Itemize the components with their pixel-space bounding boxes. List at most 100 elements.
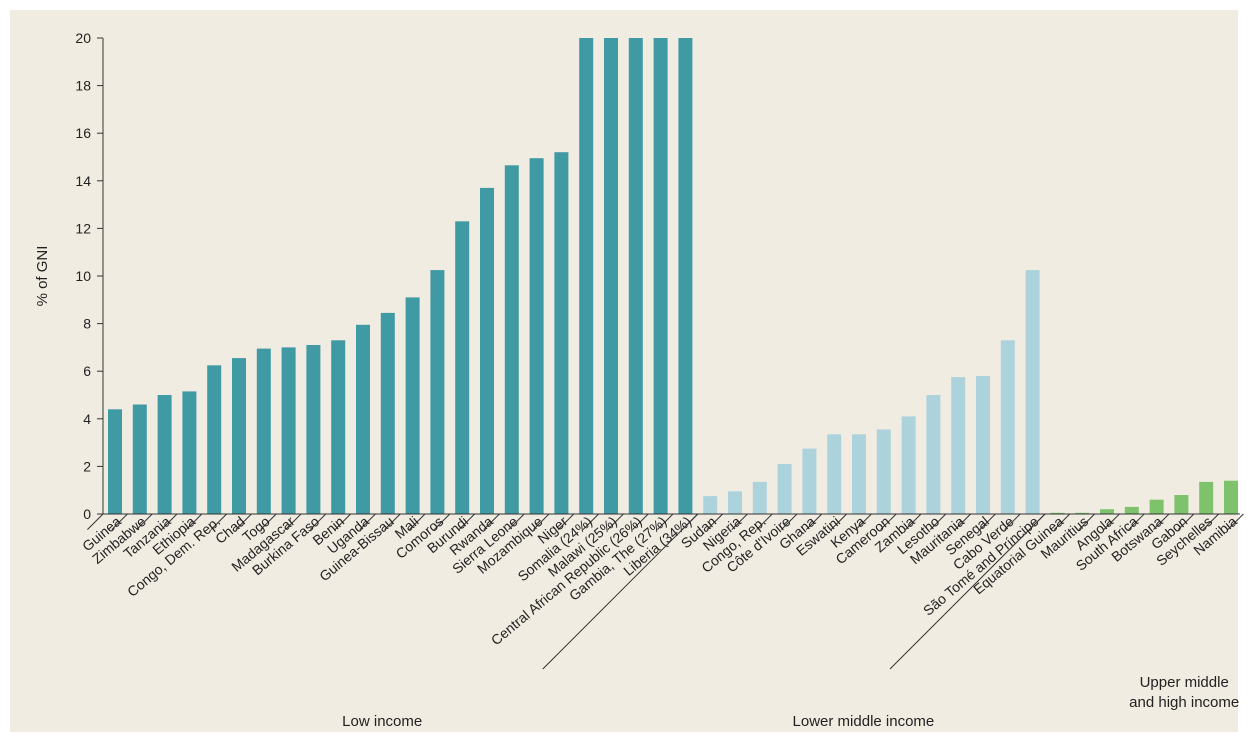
x-tick <box>185 513 203 530</box>
x-tick <box>855 513 872 530</box>
x-tick <box>210 513 227 530</box>
bar-25 <box>728 491 742 514</box>
group-labels-layer: Low income Lower middle income Upper middl… <box>342 513 1239 730</box>
x-tick <box>830 513 847 530</box>
bar-41 <box>1124 506 1139 514</box>
y-tick-label: 18 <box>75 78 91 94</box>
bar-16 <box>504 165 519 515</box>
bar-3 <box>182 391 197 514</box>
x-tick <box>1227 513 1244 530</box>
y-tick-label: 14 <box>75 173 91 189</box>
bar-13 <box>430 270 445 514</box>
y-tick-label: 12 <box>75 220 91 236</box>
bar-36 <box>1000 340 1015 514</box>
y-tick-label: 16 <box>75 125 91 141</box>
x-tick <box>657 513 674 530</box>
y-tick-label: 2 <box>83 458 91 474</box>
x-tick <box>285 513 302 530</box>
x-tick <box>1177 513 1195 530</box>
x-tick <box>905 513 922 530</box>
bar-7 <box>281 347 296 514</box>
bar-28 <box>802 448 817 514</box>
x-tick <box>483 513 500 530</box>
bar-10 <box>356 324 370 514</box>
bar-2 <box>157 395 172 514</box>
bar-39 <box>1075 512 1090 514</box>
bar-45 <box>1224 480 1238 514</box>
x-tick <box>1128 513 1145 530</box>
bar-42 <box>1149 499 1164 514</box>
bar-21 <box>628 38 643 514</box>
bar-22 <box>653 38 668 514</box>
x-tick <box>781 513 798 530</box>
group-separator <box>542 513 699 670</box>
bar-1 <box>132 404 147 514</box>
bar-8 <box>306 345 321 514</box>
x-tick <box>731 513 748 530</box>
bar-18 <box>554 152 569 514</box>
bar-43 <box>1174 495 1189 514</box>
bar-4 <box>207 365 222 515</box>
bars-layer <box>108 38 1238 515</box>
bar-11 <box>380 312 395 514</box>
group-label-2: Upper middle and high income <box>1129 674 1239 711</box>
bar-32 <box>901 416 916 514</box>
bar-29 <box>827 434 842 514</box>
group-separator <box>889 513 1046 670</box>
x-tick <box>1202 513 1219 530</box>
bar-35 <box>976 376 990 514</box>
x-tick <box>235 513 252 530</box>
bar-33 <box>926 395 941 514</box>
bar-17 <box>529 158 544 514</box>
x-tick <box>87 513 104 530</box>
x-tick <box>979 513 996 530</box>
bar-5 <box>232 358 246 514</box>
x-tick <box>954 513 971 530</box>
bar-20 <box>604 38 618 514</box>
x-tick <box>1103 513 1120 530</box>
x-tick <box>309 513 327 530</box>
bar-31 <box>876 429 891 514</box>
bar-26 <box>752 481 767 514</box>
x-tick <box>533 513 550 530</box>
y-tick-label: 4 <box>83 411 91 427</box>
x-tick <box>805 513 823 530</box>
bar-14 <box>455 221 470 515</box>
bar-30 <box>852 434 866 514</box>
bar-6 <box>256 348 271 514</box>
bar-12 <box>405 297 420 514</box>
group-label-0: Low income <box>342 713 422 730</box>
x-tick <box>111 513 128 530</box>
bar-38 <box>1050 512 1065 514</box>
x-tick <box>334 513 351 530</box>
bar-23 <box>678 38 693 514</box>
x-tick <box>260 513 277 530</box>
y-tick-label: 0 <box>83 506 91 522</box>
y-tick-label: 6 <box>83 363 91 379</box>
x-tick <box>607 513 624 530</box>
y-tick-label: 8 <box>83 316 91 332</box>
bar-44 <box>1199 481 1214 514</box>
x-tick <box>433 513 451 530</box>
x-tick <box>880 513 897 530</box>
bar-0 <box>108 409 122 514</box>
bar-34 <box>951 377 966 514</box>
x-tick <box>1153 513 1170 530</box>
x-tick <box>1004 513 1021 530</box>
x-tick <box>929 513 947 530</box>
bar-37 <box>1025 270 1040 514</box>
y-tick-label: 10 <box>75 268 91 284</box>
group-label-1: Lower middle income <box>793 713 935 730</box>
x-tick <box>161 513 178 530</box>
x-tick <box>458 513 475 530</box>
bar-40 <box>1100 509 1114 514</box>
x-tick <box>1078 513 1095 530</box>
chart-background <box>10 10 1238 732</box>
x-tick <box>384 513 401 530</box>
bar-19 <box>579 38 594 514</box>
x-tick <box>756 513 773 530</box>
x-tick <box>1053 513 1071 530</box>
x-tick <box>582 513 599 530</box>
y-axis-title: % of GNI <box>34 246 51 307</box>
